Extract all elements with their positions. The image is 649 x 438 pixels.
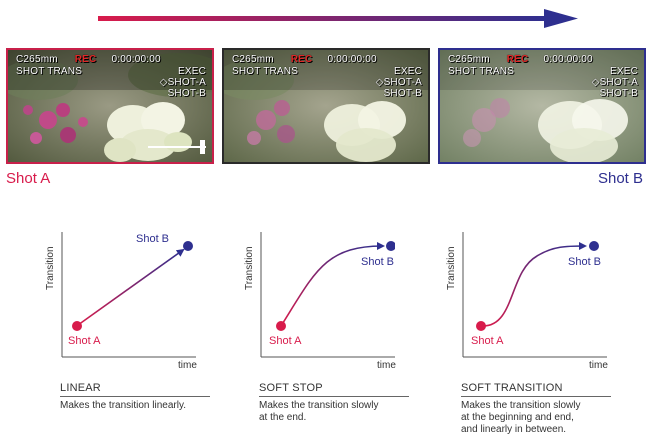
viewfinder-transition: C265mm REC 0:00:00:00 SHOT TRANS EXEC ◇S… xyxy=(222,48,430,164)
graph-linear-end-label: Shot B xyxy=(136,233,170,245)
graph-softstop-end-label: Shot B xyxy=(361,256,395,268)
graph-linear-title: LINEAR xyxy=(60,382,101,394)
timecode: 0:00:00:00 xyxy=(543,54,593,65)
graph-softtrans-xlabel: time xyxy=(589,360,608,371)
graph-linear-xlabel: time xyxy=(178,360,197,371)
graph-softstop-ylabel: Transition xyxy=(244,246,255,290)
graph-softtrans-rule xyxy=(461,396,611,397)
graph-linear-desc: Makes the transition linearly. xyxy=(60,400,186,411)
osd-shot-b: SHOT-B xyxy=(383,88,422,99)
rec-indicator: REC xyxy=(74,54,97,65)
direction-arrow xyxy=(98,9,578,28)
graph-softstop-rule xyxy=(259,396,409,397)
osd-shot-a: ◇SHOT-A xyxy=(591,77,638,88)
viewfinder-shot-b: C265mm REC 0:00:00:00 SHOT TRANS EXEC ◇S… xyxy=(438,48,646,164)
rec-indicator: REC xyxy=(506,54,529,65)
soft-transition-start-point xyxy=(476,321,486,331)
shot-a-label: Shot A xyxy=(6,170,51,187)
graph-softtrans-title: SOFT TRANSITION xyxy=(461,382,563,394)
osd-shot-trans: SHOT TRANS xyxy=(16,66,83,77)
flower-image xyxy=(224,50,428,162)
soft-stop-curve xyxy=(280,242,385,327)
graph-softstop-start-label: Shot A xyxy=(269,335,302,347)
timecode: 0:00:00:00 xyxy=(327,54,377,65)
graph-softtrans-desc: Makes the transition slowly at the begin… xyxy=(461,400,581,435)
graph-soft-stop xyxy=(260,232,395,358)
rec-indicator: REC xyxy=(290,54,313,65)
osd-line1: C265mm REC 0:00:00:00 xyxy=(16,54,161,65)
osd-shot-b: SHOT-B xyxy=(167,88,206,99)
osd-exec: EXEC xyxy=(609,66,638,77)
graph-softstop-title: SOFT STOP xyxy=(259,382,323,394)
soft-stop-start-point xyxy=(276,321,286,331)
lens-readout: C265mm xyxy=(16,54,58,65)
osd-shot-trans: SHOT TRANS xyxy=(448,66,515,77)
graph-softstop-desc: Makes the transition slowly at the end. xyxy=(259,400,379,423)
graph-softstop-xlabel: time xyxy=(377,360,396,371)
linear-start-point xyxy=(72,321,82,331)
graph-softtrans-start-label: Shot A xyxy=(471,335,504,347)
soft-transition-end-point xyxy=(589,241,599,251)
osd-line1: C265mm REC 0:00:00:00 xyxy=(232,54,377,65)
graph-linear-rule xyxy=(60,396,210,397)
shot-b-label: Shot B xyxy=(597,170,643,187)
graph-soft-transition xyxy=(462,232,607,358)
graph-linear-start-label: Shot A xyxy=(68,335,101,347)
graph-linear xyxy=(61,232,196,358)
flower-image xyxy=(8,50,212,162)
linear-end-point xyxy=(183,241,193,251)
linear-curve xyxy=(77,248,185,326)
osd-shot-b: SHOT-B xyxy=(599,88,638,99)
osd-exec: EXEC xyxy=(393,66,422,77)
viewfinder-shot-a: C265mm REC 0:00:00:00 SHOT TRANS EXEC ◇S… xyxy=(6,48,214,164)
graph-linear-ylabel: Transition xyxy=(45,246,56,290)
soft-transition-curve xyxy=(482,242,587,327)
soft-stop-end-point xyxy=(386,241,395,251)
lens-readout: C265mm xyxy=(448,54,490,65)
osd-shot-a: ◇SHOT-A xyxy=(159,77,206,88)
flower-image xyxy=(440,50,644,162)
graph-softtrans-ylabel: Transition xyxy=(446,246,457,290)
osd-line1: C265mm REC 0:00:00:00 xyxy=(448,54,593,65)
graph-softtrans-end-label: Shot B xyxy=(568,256,602,268)
osd-shot-trans: SHOT TRANS xyxy=(232,66,299,77)
osd-exec: EXEC xyxy=(177,66,206,77)
osd-shot-a: ◇SHOT-A xyxy=(375,77,422,88)
lens-readout: C265mm xyxy=(232,54,274,65)
timecode: 0:00:00:00 xyxy=(111,54,161,65)
